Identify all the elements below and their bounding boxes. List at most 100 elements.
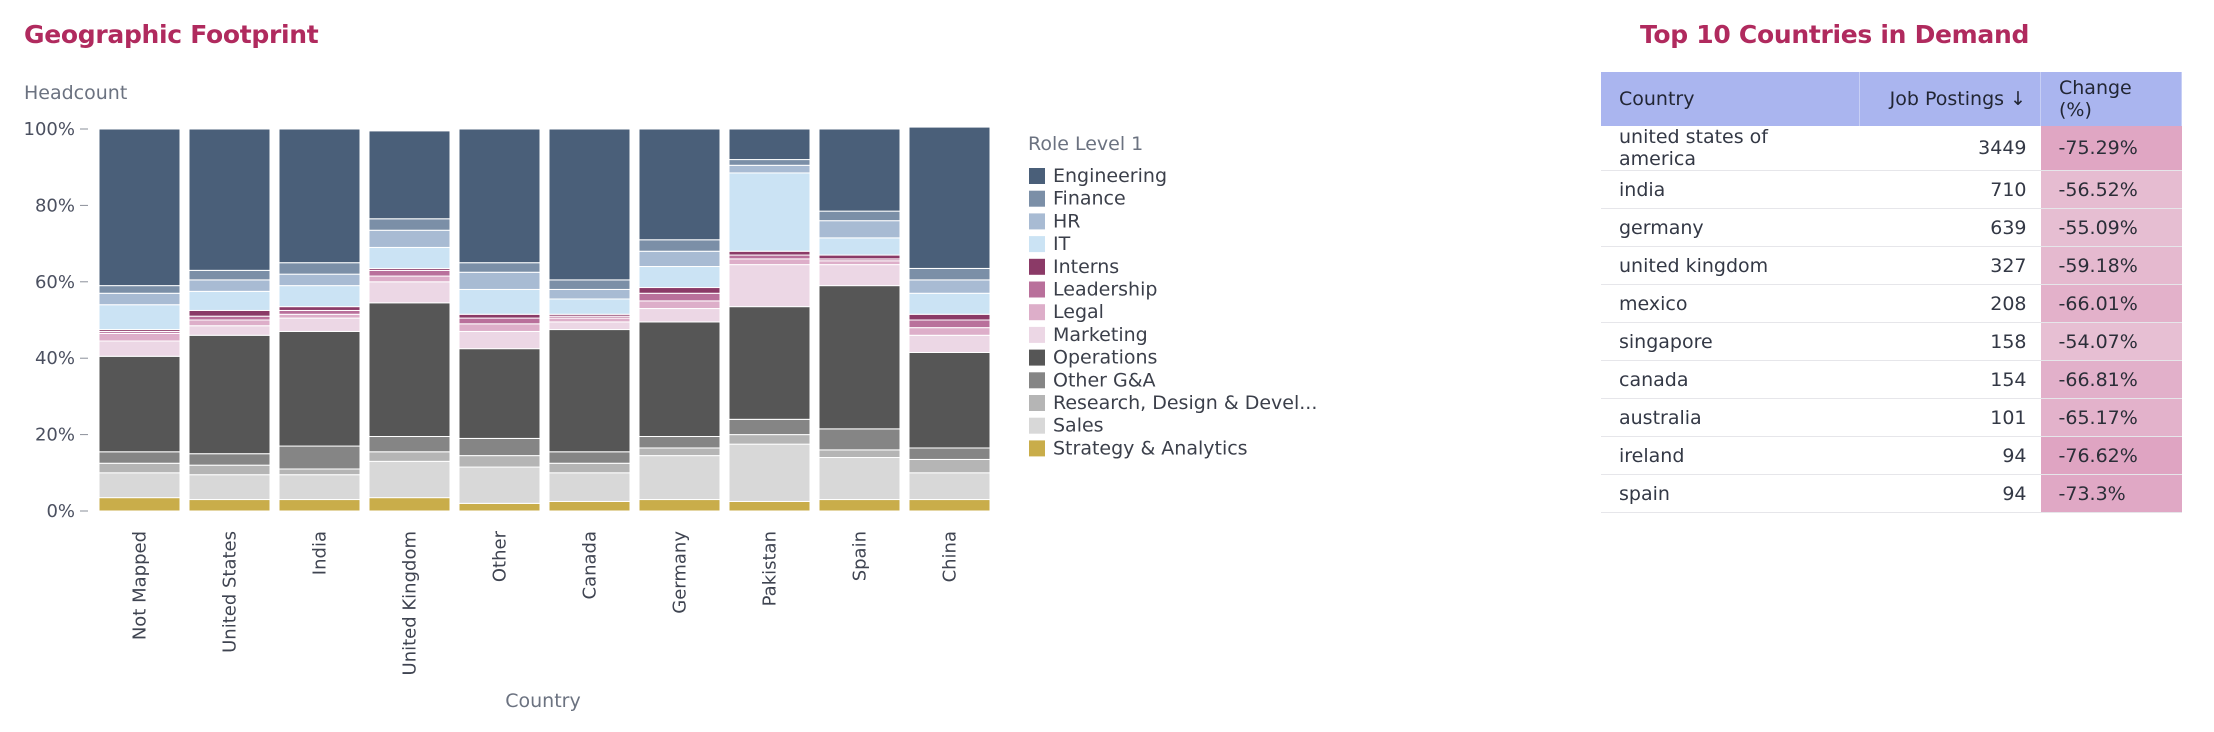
legend-label: Operations bbox=[1053, 347, 1157, 369]
bar-segment bbox=[728, 172, 811, 252]
bar-segment bbox=[908, 327, 991, 336]
bar-segment bbox=[188, 464, 271, 476]
bar-segment bbox=[278, 285, 361, 308]
legend-swatch bbox=[1029, 417, 1045, 434]
legend-swatch bbox=[1029, 168, 1045, 184]
table-row[interactable]: india 710 -56.52% bbox=[1601, 170, 2182, 209]
table-row[interactable]: united states of america 3449 -75.29% bbox=[1601, 126, 2182, 171]
bar-segment bbox=[908, 292, 991, 315]
table-row[interactable]: germany 639 -55.09% bbox=[1601, 208, 2182, 247]
bar-segment bbox=[98, 128, 181, 287]
table-row[interactable]: united kingdom 327 -59.18% bbox=[1601, 246, 2182, 285]
bar-segment bbox=[368, 218, 451, 231]
bar-segment bbox=[188, 474, 271, 501]
y-tick-label: 80% bbox=[35, 195, 75, 216]
table-row[interactable]: australia 101 -65.17% bbox=[1601, 398, 2182, 437]
cell-change: -75.29% bbox=[2040, 126, 2182, 171]
cell-change: -56.52% bbox=[2040, 170, 2182, 209]
cell-job-postings: 154 bbox=[1859, 360, 2041, 399]
table-row[interactable]: mexico 208 -66.01% bbox=[1601, 284, 2182, 323]
bar-segment bbox=[638, 250, 721, 268]
bar-segment bbox=[368, 281, 451, 304]
y-axis-label: Headcount bbox=[24, 82, 127, 104]
bar-segment bbox=[638, 292, 721, 302]
legend-label: Research, Design & Devel... bbox=[1053, 392, 1317, 414]
bar-segment bbox=[638, 321, 721, 438]
bar-segment bbox=[728, 258, 811, 266]
cell-country: united kingdom bbox=[1601, 246, 1860, 285]
bar-segment bbox=[638, 436, 721, 449]
legend-label: Finance bbox=[1053, 188, 1126, 210]
bar-segment bbox=[638, 308, 721, 323]
legend-swatch bbox=[1029, 304, 1045, 321]
bar-segment bbox=[908, 447, 991, 460]
cell-country: germany bbox=[1601, 208, 1860, 247]
x-axis-label: Country bbox=[505, 690, 580, 712]
bar-segment bbox=[368, 302, 451, 438]
bar-segment bbox=[188, 334, 271, 455]
header-change[interactable]: Change (%) bbox=[2040, 72, 2182, 126]
y-tick-label: 20% bbox=[35, 425, 75, 446]
bar-segment bbox=[818, 264, 901, 287]
table-title: Top 10 Countries in Demand bbox=[1640, 20, 2030, 49]
bar-segment bbox=[278, 474, 361, 501]
bar-segment bbox=[818, 254, 901, 260]
legend-label: IT bbox=[1053, 233, 1071, 255]
cell-country: australia bbox=[1601, 398, 1860, 437]
legend-label: Strategy & Analytics bbox=[1053, 437, 1248, 459]
bar-segment bbox=[458, 313, 541, 319]
bar-segment bbox=[908, 267, 991, 281]
chart-title: Geographic Footprint bbox=[24, 20, 319, 49]
table-row[interactable]: singapore 158 -54.07% bbox=[1601, 322, 2182, 361]
bar-segment bbox=[818, 449, 901, 459]
bar-segment bbox=[638, 499, 721, 512]
bar-segment bbox=[908, 126, 991, 269]
cell-country: india bbox=[1601, 170, 1860, 209]
bar-segment bbox=[98, 292, 181, 306]
bar-segment bbox=[368, 460, 451, 499]
bar-segment bbox=[908, 319, 991, 329]
header-country[interactable]: Country bbox=[1601, 72, 1860, 126]
cell-country: united states of america bbox=[1601, 126, 1860, 171]
bar-segment bbox=[278, 445, 361, 470]
table-row[interactable]: spain 94 -73.3% bbox=[1601, 474, 2182, 513]
bar-segment bbox=[458, 288, 541, 315]
bar-segment bbox=[818, 499, 901, 512]
bar-segment bbox=[728, 250, 811, 256]
x-tick-label: India bbox=[310, 531, 331, 575]
stacked-bar-chart: Headcount 0% 20% 40% 60% 80% 100% Not Mapped Uni… bbox=[24, 82, 1318, 712]
bar-segment bbox=[458, 262, 541, 273]
y-tick-label: 40% bbox=[35, 348, 75, 369]
bar-segment bbox=[98, 332, 181, 342]
y-tick-label: 0% bbox=[46, 501, 75, 522]
bar-segment bbox=[818, 428, 901, 451]
bar-segment bbox=[278, 262, 361, 275]
cell-country: canada bbox=[1601, 360, 1860, 399]
y-tick-label: 100% bbox=[24, 119, 75, 140]
bar-segment bbox=[548, 128, 631, 281]
bar-segment bbox=[638, 239, 721, 252]
cell-job-postings: 327 bbox=[1859, 246, 2041, 285]
cell-change: -66.01% bbox=[2040, 284, 2182, 323]
bar-segment bbox=[188, 309, 271, 317]
header-job-postings[interactable]: Job Postings ↓ bbox=[1859, 72, 2041, 126]
x-tick-label: Not Mapped bbox=[130, 531, 151, 640]
bar-segment bbox=[818, 457, 901, 501]
bar-segment bbox=[548, 329, 631, 453]
cell-country: mexico bbox=[1601, 284, 1860, 323]
cell-job-postings: 208 bbox=[1859, 284, 2041, 323]
bar-segment bbox=[548, 279, 631, 290]
bar-segment bbox=[908, 472, 991, 501]
table-row[interactable]: canada 154 -66.81% bbox=[1601, 360, 2182, 399]
bar-segment bbox=[458, 437, 541, 457]
bar-segment bbox=[188, 453, 271, 466]
cell-job-postings: 101 bbox=[1859, 398, 2041, 437]
bar-segment bbox=[98, 472, 181, 499]
cell-country: spain bbox=[1601, 474, 1860, 513]
bar-segment bbox=[98, 304, 181, 331]
bar-segment bbox=[728, 164, 811, 174]
bar-segment bbox=[458, 455, 541, 468]
table-row[interactable]: ireland 94 -76.62% bbox=[1601, 436, 2182, 475]
bar-segment bbox=[368, 275, 451, 283]
bar-segment bbox=[278, 317, 361, 332]
